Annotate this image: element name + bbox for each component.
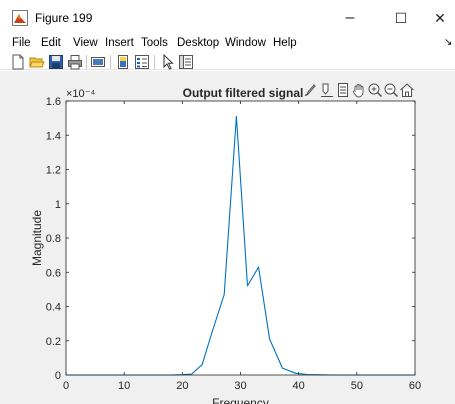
toolbar-separator bbox=[154, 55, 155, 69]
menu-insert[interactable]: Insert bbox=[105, 37, 134, 49]
insert-legend-icon[interactable] bbox=[134, 54, 150, 70]
menu-tools[interactable]: Tools bbox=[141, 37, 168, 49]
x-tick-label: 60 bbox=[409, 380, 421, 392]
close-button[interactable]: ✕ bbox=[434, 10, 446, 26]
zoom-in-icon[interactable] bbox=[367, 82, 383, 98]
menu-edit[interactable]: Edit bbox=[41, 37, 61, 49]
menu-file[interactable]: File bbox=[12, 37, 31, 49]
matlab-figure-icon bbox=[12, 10, 28, 26]
x-tick-label: 40 bbox=[293, 380, 305, 392]
axes-background bbox=[66, 101, 415, 375]
y-exponent-label: ×10⁻⁴ bbox=[66, 88, 95, 100]
y-tick-label: 0.8 bbox=[46, 233, 61, 245]
chart-title: Output filtered signal bbox=[183, 86, 304, 100]
y-tick-label: 1 bbox=[55, 199, 61, 211]
y-tick-label: 0 bbox=[55, 370, 61, 382]
menu-window[interactable]: Window bbox=[225, 37, 266, 49]
menu-help[interactable]: Help bbox=[273, 37, 297, 49]
save-icon[interactable] bbox=[48, 54, 64, 70]
y-tick-label: 0.6 bbox=[46, 267, 61, 279]
y-tick-label: 1.2 bbox=[46, 165, 61, 177]
title-bar: Figure 199 – ☐ ✕ bbox=[0, 0, 455, 36]
y-tick-label: 1.6 bbox=[46, 96, 61, 108]
menu-desktop[interactable]: Desktop bbox=[177, 37, 220, 49]
link-plot-icon[interactable] bbox=[90, 54, 106, 70]
insert-colorbar-icon[interactable] bbox=[115, 54, 131, 70]
x-tick-label: 0 bbox=[63, 380, 69, 392]
y-tick-label: 0.4 bbox=[46, 302, 61, 314]
x-axis-label: Frequency bbox=[212, 396, 269, 404]
menu-bar: File Edit View Insert Tools Desktop Wind… bbox=[0, 36, 455, 54]
x-tick-label: 20 bbox=[176, 380, 188, 392]
print-icon[interactable] bbox=[67, 54, 83, 70]
maximize-button[interactable]: ☐ bbox=[394, 10, 408, 26]
brush-icon[interactable] bbox=[302, 82, 318, 98]
toolbar-separator bbox=[110, 55, 111, 69]
property-inspector-icon[interactable] bbox=[178, 54, 194, 70]
x-tick-label: 50 bbox=[351, 380, 363, 392]
y-axis-label: Magnitude bbox=[30, 210, 44, 266]
y-tick-label: 0.2 bbox=[46, 336, 61, 348]
home-icon[interactable] bbox=[399, 82, 415, 98]
x-tick-label: 10 bbox=[118, 380, 130, 392]
y-tick-label: 1.4 bbox=[46, 130, 61, 142]
menu-overflow-icon[interactable]: ↘ bbox=[444, 37, 453, 48]
zoom-out-icon[interactable] bbox=[383, 82, 399, 98]
edit-plot-icon[interactable] bbox=[160, 54, 176, 70]
data-tips-icon[interactable] bbox=[319, 82, 335, 98]
export-icon[interactable] bbox=[335, 82, 351, 98]
x-tick-label: 30 bbox=[234, 380, 246, 392]
window-title: Figure 199 bbox=[35, 11, 93, 25]
axes-box bbox=[65, 100, 416, 376]
minimize-button[interactable]: – bbox=[345, 9, 355, 26]
open-file-icon[interactable] bbox=[29, 54, 45, 70]
toolbar-separator bbox=[86, 55, 87, 69]
menu-view[interactable]: View bbox=[73, 37, 98, 49]
figure-toolbar bbox=[0, 54, 455, 70]
pan-icon[interactable] bbox=[351, 82, 367, 98]
new-figure-icon[interactable] bbox=[10, 54, 26, 70]
